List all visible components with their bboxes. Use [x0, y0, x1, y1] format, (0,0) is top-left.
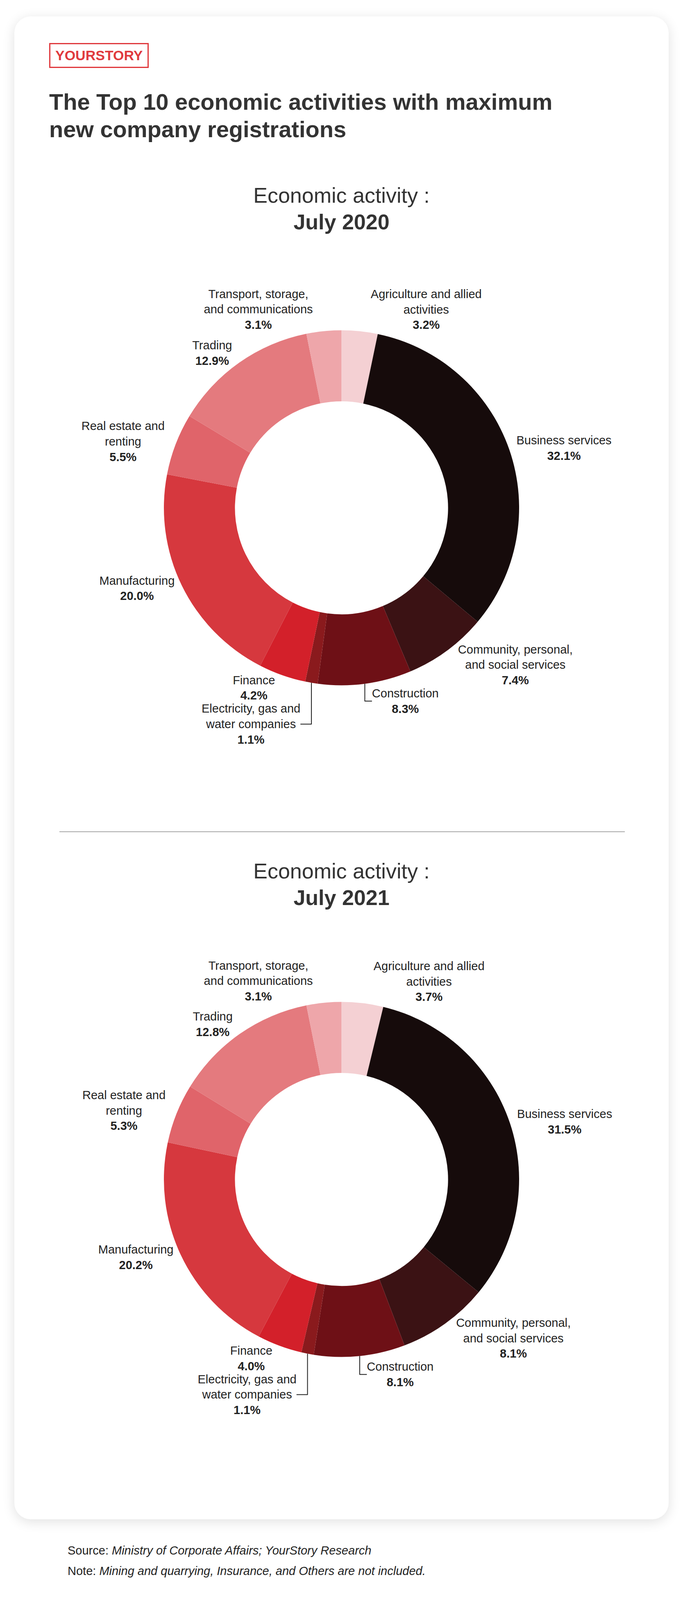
svg-text:Trading12.9%: Trading12.9% — [192, 338, 232, 368]
html-text:Source: Ministry of Corporate: Source: Ministry of Corporate Affairs; Y… — [67, 1544, 372, 1558]
svg-text:Electricity, gas andwater comp: Electricity, gas andwater companies1.1% — [201, 702, 301, 747]
svg-text:Manufacturing20.2%: Manufacturing20.2% — [98, 1243, 174, 1273]
svg-text:Finance4.0%: Finance4.0% — [230, 1344, 273, 1374]
html-text:Economic activity :: Economic activity : — [253, 859, 430, 884]
html-text:YOURSTORY: YOURSTORY — [55, 47, 143, 64]
svg-text:Business services31.5%: Business services31.5% — [517, 1107, 613, 1137]
html-text:Note: Mining and quarrying, In: Note: Mining and quarrying, Insurance, a… — [67, 1565, 426, 1579]
svg-text:Manufacturing20.0%: Manufacturing20.0% — [99, 574, 175, 604]
svg-text:Real estate andrenting5.3%: Real estate andrenting5.3% — [82, 1089, 166, 1133]
svg-text:Community, personal,and social: Community, personal,and social services8… — [456, 1316, 571, 1361]
svg-text:Transport, storage,and communi: Transport, storage,and communications3.1… — [204, 287, 314, 332]
svg-text:Agriculture and alliedactiviti: Agriculture and alliedactivities3.2% — [370, 287, 482, 332]
html-text:July 2021: July 2021 — [293, 886, 390, 910]
svg-text:Real estate andrenting5.5%: Real estate andrenting5.5% — [81, 419, 165, 464]
svg-text:Transport, storage,and communi: Transport, storage,and communications3.1… — [204, 959, 314, 1004]
svg-text:Construction8.3%: Construction8.3% — [372, 687, 439, 716]
svg-text:Construction8.1%: Construction8.1% — [366, 1360, 434, 1390]
svg-text:Agriculture and alliedactiviti: Agriculture and alliedactivities3.7% — [373, 959, 485, 1004]
html-text:The Top 10 economic activities: The Top 10 economic activities with maxi… — [49, 88, 553, 143]
svg-text:Community, personal,and social: Community, personal,and social services7… — [458, 643, 573, 688]
svg-text:Electricity, gas andwater comp: Electricity, gas andwater companies1.1% — [197, 1373, 297, 1418]
html-text:July 2020: July 2020 — [293, 210, 390, 234]
html-text:Economic activity :: Economic activity : — [253, 183, 430, 208]
svg-text:Business services32.1%: Business services32.1% — [516, 433, 612, 463]
svg-text:Finance4.2%: Finance4.2% — [232, 673, 275, 703]
svg-text:Trading12.8%: Trading12.8% — [192, 1010, 233, 1040]
